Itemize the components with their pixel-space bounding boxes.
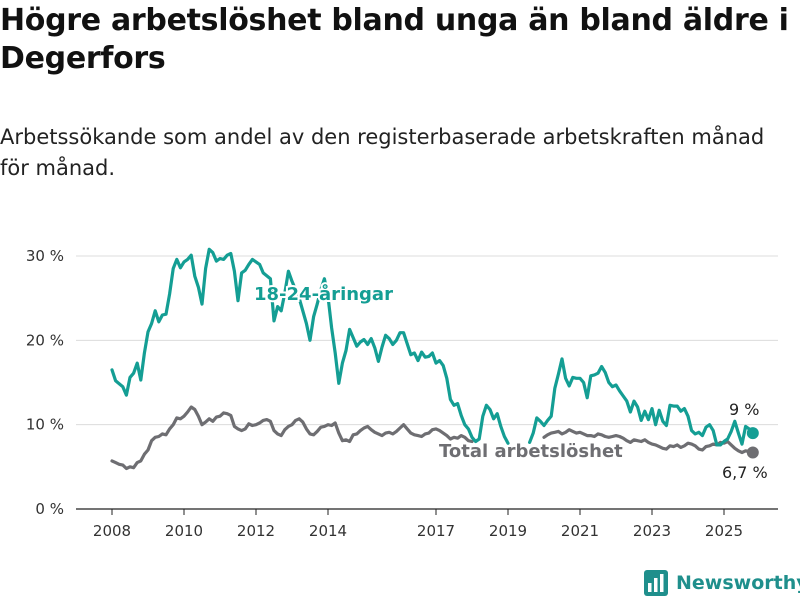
grid-lines [76,255,778,426]
x-tick-label: 2019 [489,522,527,540]
x-tick-label: 2010 [165,522,203,540]
y-tick-label: 0 % [35,500,64,518]
series-labels: 18-24-åringar Total arbetslöshet 9 % 6,7… [252,281,768,482]
end-point-young [746,427,759,440]
series-label-young: 18-24-åringar [254,283,393,305]
y-tick-label: 10 % [26,416,64,434]
page-subtitle: Arbetssökande som andel av den registerb… [0,125,765,180]
x-tick-label: 2025 [705,522,743,540]
x-tick-label: 2012 [237,522,275,540]
x-tick-label: 2017 [417,522,455,540]
series-layer [110,247,759,471]
page-title: Högre arbetslöshet bland unga än bland ä… [0,3,789,76]
end-value-total: 6,7 % [722,463,768,482]
x-tick-label: 2014 [309,522,347,540]
series-line-young [528,357,755,447]
x-tick-label: 2023 [633,522,671,540]
y-tick-label: 20 % [26,331,64,349]
newsworthy-logo-icon [644,570,668,596]
series-line-total [110,405,474,471]
series-line-young [110,247,510,445]
y-tick-label: 30 % [26,247,64,265]
x-tick-label: 2021 [561,522,599,540]
series-label-total: Total arbetslöshet [439,441,623,462]
x-tick-label: 2008 [93,522,131,540]
axes: 0 % 10 % 20 % 30 % 2008 2010 2012 2014 2017 2019 2… [26,247,778,540]
brand-name: Newsworthy [676,572,800,594]
end-value-young: 9 % [729,400,759,419]
end-point-total [746,446,759,459]
brand-logo: Newsworthy [644,568,800,598]
